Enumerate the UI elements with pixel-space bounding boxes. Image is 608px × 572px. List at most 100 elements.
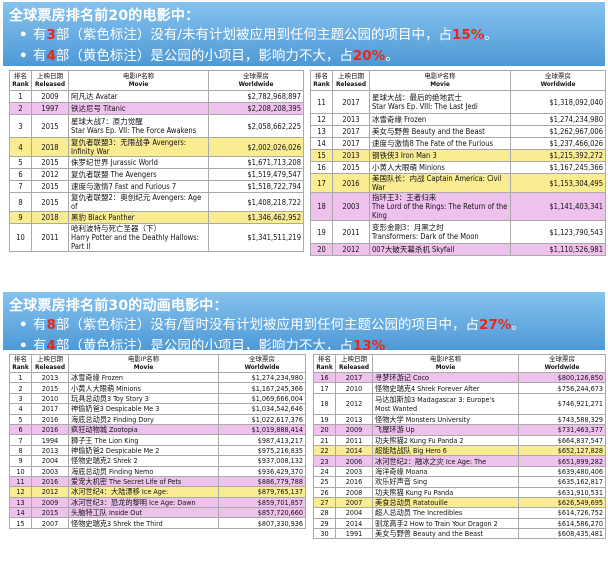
- movie-cell: 寻梦环游记 Coco: [372, 371, 519, 384]
- released-header-en: Released: [338, 362, 370, 371]
- table-row: 8 2013 神偷奶爸2 Despicable Me 2 $975,216,835: [9, 444, 306, 457]
- rank-cell: 11: [310, 90, 333, 114]
- movie-cell: 哈利波特与死亡圣器（下） Harry Potter and the Deathly…: [68, 223, 209, 252]
- table-row: 27 2007 美食总动员 Ratatouille $626,549,695: [313, 496, 606, 509]
- released-cell: 2011: [332, 220, 370, 244]
- rank-cell: 8: [9, 444, 32, 457]
- movie-title-line2: Most Wanted: [375, 403, 418, 413]
- table-row: 9 2004 怪物史瑞克2 Shrek 2 $937,008,132: [9, 455, 306, 467]
- movie-header-zh: 电影IP名称: [424, 72, 456, 80]
- movie-title: 神偷奶爸2 Despicable Me 2: [71, 445, 160, 455]
- table-row: 16 2015 小黄人大眼萌 Minions $1,167,245,366: [310, 161, 606, 174]
- worldwide-cell: $2,208,208,395: [208, 102, 304, 115]
- released-cell: 2018: [31, 137, 69, 157]
- table-row: 17 2016 美国队长：内战 Captain America: Civil War…: [310, 173, 606, 193]
- worldwide-cell: $1,408,218,722: [208, 192, 304, 212]
- top30-note-yellow: • 有4部（黄色标注）是公园的小项目，影响力不大，占13%: [19, 338, 386, 354]
- movie-cell: 怪物史瑞克2 Shrek 2: [68, 455, 219, 467]
- top30-title: 全球票房排名前30的动画电影中：: [9, 298, 228, 314]
- movie-cell: 驯龙高手2 How to Train Your Dragon 2: [372, 517, 519, 530]
- worldwide-header-zh: 全球票房: [549, 355, 575, 363]
- worldwide-cell: $1,153,304,495: [510, 173, 606, 193]
- table-row: 12 2013 冰雪奇缘 Frozen $1,274,234,980: [310, 113, 606, 126]
- released-cell: 2013: [31, 444, 69, 457]
- table-row: 7 2015 速度与激情7 Fast and Furious 7 $1,518,722…: [9, 180, 304, 193]
- worldwide-cell: $879,765,137: [218, 486, 306, 498]
- released-cell: 2015: [332, 161, 370, 174]
- movie-title: 寻梦环游记 Coco: [375, 373, 429, 383]
- released-cell: 2009: [31, 90, 69, 103]
- table-row: 13 2009 冰河世纪3：恐龙的黎明 Ice Age: Dawn $859,701,…: [9, 496, 306, 509]
- table-row: 7 1994 狮子王 The Lion King $987,413,217: [9, 434, 306, 446]
- table-row: 20 2009 飞屋环游 Up $731,463,377: [313, 424, 606, 436]
- worldwide-cell: $975,216,835: [218, 444, 306, 457]
- rank-header-zh: 排名: [315, 72, 328, 80]
- movie-title: 冰雪奇缘 Frozen: [71, 373, 123, 383]
- movie-cell: 美国队长：内战 Captain America: Civil War: [369, 173, 511, 193]
- movie-cell: 怪物史瑞克3 Shrek the Third: [68, 517, 219, 529]
- rank-header-en: Rank: [316, 362, 333, 371]
- worldwide-header-en: Worldwide: [540, 79, 576, 88]
- movie-cell: 小黄人大眼萌 Minions: [68, 382, 219, 394]
- movie-cell: 复仇者联盟2：奥创纪元 Avengers: Age of: [68, 192, 209, 212]
- table-header-row: 排名 Rank 上映日期 Released 电影IP名称 Movie 全球票房 Worldwi…: [9, 354, 306, 373]
- released-cell: 2016: [332, 173, 370, 193]
- worldwide-cell: $807,330,936: [218, 517, 306, 529]
- rank-cell: 19: [310, 220, 333, 244]
- rank-header-en: Rank: [12, 79, 29, 88]
- table-row: 11 2017 星球大战：最后的绝地武士 Star Wars Ep. VIII: Th…: [310, 90, 606, 114]
- movie-title-line2: Harry Potter and the Deathly Hallows: Pa…: [71, 233, 199, 251]
- table-row: 6 2016 疯狂动物城 Zootopia $1,019,888,414: [9, 423, 306, 436]
- table-row: 5 2016 海底总动员2 Finding Dory $1,022,617,376: [9, 413, 306, 425]
- worldwide-cell: $635,162,817: [518, 476, 606, 488]
- movie-title: 小黄人大眼萌 Minions: [372, 163, 445, 172]
- rank-cell: 10: [9, 223, 32, 252]
- released-cell: 2017: [335, 371, 373, 384]
- top20-table-left: 排名 Rank 上映日期 Released 电影IP名称 Movie 全球票房 Worldwi…: [9, 70, 304, 252]
- movie-title: 超能陆战队 Big Hero 6: [375, 446, 447, 456]
- movie-title: 爱宠大机密 The Secret Life of Pets: [71, 477, 182, 487]
- movie-cell: 狮子王 The Lion King: [68, 434, 219, 446]
- rank-cell: 2: [9, 102, 32, 115]
- rank-cell: 13: [310, 125, 333, 138]
- table-row: 28 2004 超人总动员 The Incredibles $614,726,752: [313, 507, 606, 519]
- rank-cell: 1: [9, 371, 32, 384]
- movie-title: 速度与激情8 The Fate of the Furious: [372, 139, 494, 148]
- movie-title: 飞屋环游 Up: [375, 425, 415, 435]
- worldwide-header: 全球票房 Worldwide: [218, 354, 306, 373]
- worldwide-header: 全球票房 Worldwide: [510, 70, 606, 91]
- worldwide-cell: $2,058,662,225: [208, 114, 304, 138]
- released-cell: 2017: [332, 125, 370, 138]
- table-row: 2 2015 小黄人大眼萌 Minions $1,167,245,366: [9, 382, 306, 394]
- worldwide-header: 全球票房 Worldwide: [518, 354, 606, 373]
- rank-cell: 7: [9, 434, 32, 446]
- rank-cell: 10: [9, 465, 32, 477]
- rank-header: 排名 Rank: [9, 354, 32, 373]
- movie-cell: 爱宠大机密 The Secret Life of Pets: [68, 475, 219, 488]
- table-row: 2 1997 铁达尼号 Titanic $2,208,208,395: [9, 102, 304, 115]
- worldwide-header: 全球票房 Worldwide: [208, 70, 304, 91]
- worldwide-cell: $1,069,666,004: [218, 392, 306, 405]
- movie-title: 速度与激情7 Fast and Furious 7: [71, 182, 177, 191]
- movie-title: 阿凡达 Avatar: [71, 92, 118, 101]
- released-cell: 2016: [335, 476, 373, 488]
- released-cell: 2012: [335, 392, 373, 415]
- released-cell: 2012: [31, 168, 69, 181]
- movie-cell: 功夫熊猫 Kung Fu Panda: [372, 486, 519, 498]
- released-cell: 2010: [335, 382, 373, 394]
- rank-cell: 9: [9, 455, 32, 467]
- released-header-zh: 上映日期: [37, 355, 63, 363]
- worldwide-cell: $1,671,713,208: [208, 156, 304, 169]
- movie-cell: 神偷奶爸2 Despicable Me 2: [68, 444, 219, 457]
- top30-table-right: 排名 Rank 上映日期 Released 电影IP名称 Movie 全球票房 Worldwi…: [313, 354, 606, 540]
- worldwide-cell: $937,008,132: [218, 455, 306, 467]
- table-row: 6 2012 复仇者联盟 The Avengers $1,519,479,547: [9, 168, 304, 181]
- movie-cell: 马达加斯加3 Madagascar 3: Europe's Most Wanted: [372, 392, 519, 415]
- movie-title: 怪物史瑞克4 Shrek Forever After: [375, 383, 480, 393]
- movie-cell: 怪物史瑞克4 Shrek Forever After: [372, 382, 519, 394]
- worldwide-cell: $1,167,245,366: [510, 161, 606, 174]
- released-cell: 2003: [332, 192, 370, 221]
- released-cell: 2017: [332, 90, 370, 114]
- released-cell: 2013: [335, 413, 373, 426]
- movie-title: 功夫熊猫2 Kung Fu Panda 2: [375, 435, 464, 445]
